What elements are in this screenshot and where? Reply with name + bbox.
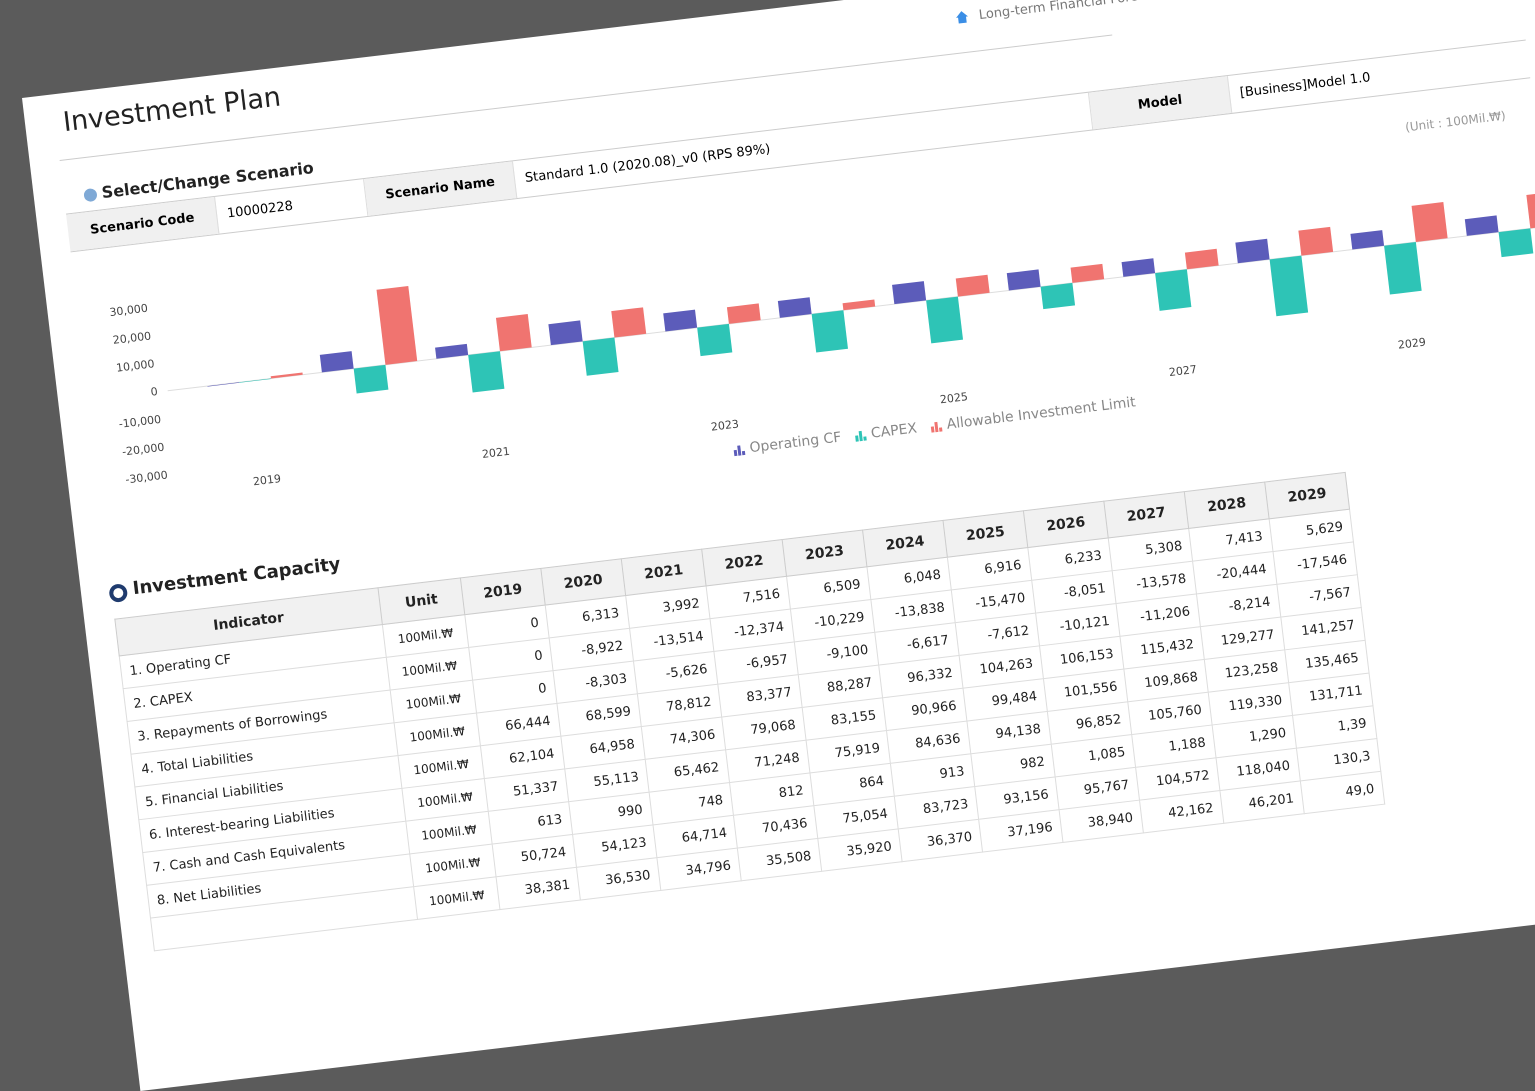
x-tick-label: 2021 (481, 445, 510, 461)
bar (1498, 228, 1534, 258)
y-tick-label: 10,000 (115, 357, 155, 374)
field-value[interactable]: [Business]Model 1.0 (1239, 70, 1372, 101)
x-tick-label: 2023 (710, 417, 739, 433)
field-label: Model (1088, 76, 1233, 130)
legend-icon (934, 421, 939, 433)
bar (726, 303, 761, 324)
bar (548, 320, 583, 346)
bar (892, 281, 927, 305)
legend-icon (737, 445, 742, 456)
section-dot (83, 187, 98, 203)
bar (1235, 238, 1270, 264)
bar (1040, 282, 1076, 310)
bar (611, 307, 647, 338)
bar (1070, 263, 1105, 283)
home-icon[interactable] (954, 9, 970, 25)
bar (777, 297, 812, 318)
section-heading: Investment Capacity (131, 553, 342, 600)
page-panel: Investment Plan Long-term Financial Fore… (22, 0, 1535, 1091)
bar (1526, 191, 1535, 229)
breadcrumb[interactable]: Long-term Financial Forecast (978, 0, 1166, 24)
bar (697, 323, 733, 357)
bar (376, 285, 418, 365)
bar (842, 299, 876, 311)
bar (1411, 202, 1448, 242)
bar (1155, 269, 1192, 311)
legend-label: Allowable Investment Limit (946, 394, 1137, 432)
legend-label: CAPEX (870, 420, 918, 441)
legend-icon (939, 427, 943, 432)
field-value[interactable]: 10000228 (215, 179, 369, 234)
legend-icon (858, 430, 863, 442)
field-label: Scenario Code (66, 196, 220, 252)
bar (582, 337, 619, 376)
legend-icon (863, 436, 867, 441)
bar (1184, 248, 1219, 270)
bar (1006, 269, 1041, 291)
legend-label: Operating CF (749, 429, 843, 456)
screen: Investment Plan Long-term Financial Fore… (22, 0, 1535, 1091)
bar (495, 314, 532, 352)
field-label: Scenario Name (364, 161, 518, 216)
y-tick-label: -30,000 (125, 468, 169, 486)
bar (811, 310, 848, 353)
x-tick-label: 2019 (252, 472, 281, 488)
legend-icon (733, 449, 738, 457)
bar (1269, 255, 1309, 317)
bar (1121, 258, 1156, 277)
bar (1350, 230, 1385, 250)
bar (926, 296, 964, 344)
bar (270, 372, 303, 379)
y-tick-label: 0 (150, 385, 158, 399)
bar (1464, 215, 1499, 236)
x-tick-label: 2027 (1168, 363, 1197, 379)
y-tick-label: -20,000 (121, 441, 165, 459)
bar (207, 382, 240, 387)
bar (239, 378, 272, 383)
bar (319, 351, 354, 373)
section-ring (108, 583, 129, 604)
legend-item: CAPEX (855, 420, 918, 442)
chart: -30,000 -20,000 -10,000 0 10,000 20,000 30,000… (109, 191, 1535, 488)
bar (468, 351, 505, 393)
bar (353, 364, 389, 394)
x-tick-label: 2029 (1397, 336, 1426, 352)
legend-icon (930, 426, 935, 433)
bar (663, 309, 698, 332)
legend-icon (855, 435, 859, 442)
page-title: Investment Plan (61, 81, 283, 139)
legend-item: Operating CF (733, 429, 843, 457)
y-tick-label: -10,000 (118, 413, 162, 431)
x-tick-label: 2025 (939, 390, 968, 406)
y-tick-label: 20,000 (112, 329, 152, 346)
bar (1384, 241, 1422, 295)
bar (955, 274, 990, 297)
y-tick-label: 30,000 (109, 302, 149, 319)
bar (1298, 226, 1334, 256)
bar (435, 343, 469, 359)
legend-icon (741, 450, 746, 456)
capacity-table: Indicator Unit 2019 2020 2021 2022 2023 2024 202… (114, 472, 1385, 951)
